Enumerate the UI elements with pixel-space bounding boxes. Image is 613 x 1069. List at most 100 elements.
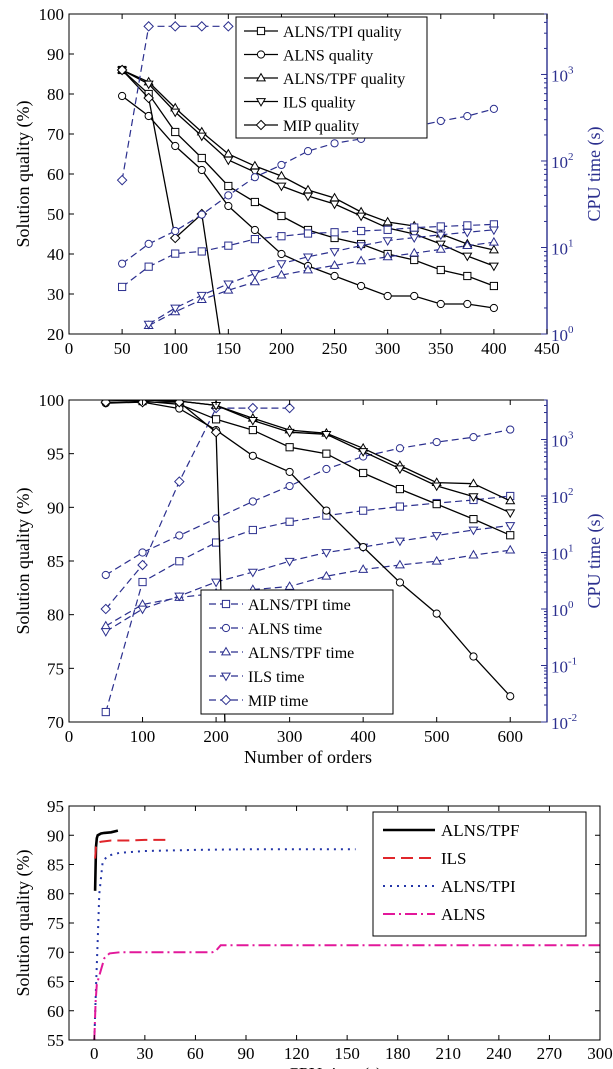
- x-tick-label: 60: [187, 1044, 204, 1063]
- data-point: [247, 417, 258, 426]
- x-tick-label: 270: [537, 1044, 563, 1063]
- data-point: [488, 262, 499, 272]
- legend-label: MIP time: [248, 693, 308, 710]
- chart-bottom: 0 30 60 90 120 150 180 210 240 270 300 55 60 65 70 75 80…: [13, 797, 613, 1069]
- x-tick-label: 0: [65, 339, 74, 358]
- data-point: [197, 165, 206, 175]
- series-line-1: [93, 829, 119, 891]
- y-axis-label: Solution quality (%): [13, 101, 34, 248]
- data-point: [506, 531, 515, 540]
- legend-label: MIP quality: [283, 118, 359, 135]
- x-tick-label: 240: [486, 1044, 512, 1063]
- data-point: [247, 568, 258, 578]
- y-tick-label: 90: [47, 498, 64, 517]
- data-point: [137, 559, 148, 571]
- y-tick-label: 60: [47, 165, 64, 184]
- chart-middle: 0 100 200 300 400 500 600 70 75 80 85 90 95 100 10-2 10…: [13, 391, 605, 767]
- y-tick-label: 30: [47, 285, 64, 304]
- data-point: [302, 192, 314, 202]
- series-line: [105, 495, 511, 713]
- data-point: [248, 425, 257, 435]
- x-tick-label: 0: [90, 1044, 99, 1063]
- data-point: [143, 21, 154, 32]
- data-point: [463, 271, 472, 281]
- x-tick-label: 0: [65, 727, 74, 746]
- data-point: [395, 484, 405, 494]
- data-point: [138, 548, 147, 557]
- series-line-4: [93, 944, 600, 1041]
- data-point: [409, 234, 420, 244]
- y-tick-label: 85: [47, 856, 64, 875]
- y2-tick-label: 103: [551, 429, 574, 450]
- data-point: [248, 525, 257, 535]
- legend-label: ILS time: [248, 669, 304, 686]
- data-point: [321, 570, 332, 580]
- data-point: [144, 239, 153, 249]
- y2-tick-label: 101: [551, 542, 574, 563]
- data-point: [118, 91, 127, 101]
- series-line: [105, 407, 290, 610]
- data-point: [277, 211, 286, 221]
- y2-tick-label: 102: [551, 486, 574, 507]
- data-point: [249, 276, 260, 286]
- y2-axis-label: CPU time (s): [584, 513, 605, 608]
- y-tick-label: 70: [47, 713, 64, 732]
- x-tick-label: 100: [162, 339, 188, 358]
- series-8: [100, 400, 516, 505]
- data-point: [410, 255, 419, 265]
- x-tick-label: 500: [424, 727, 450, 746]
- data-point: [169, 232, 181, 244]
- data-point: [277, 232, 286, 241]
- data-point: [435, 244, 446, 253]
- data-point: [284, 557, 295, 567]
- series-6: [118, 220, 498, 292]
- y-tick-label: 80: [47, 885, 64, 904]
- data-point: [505, 544, 516, 554]
- y2-tick-label: 103: [551, 64, 574, 85]
- y2-axis-label: CPU time (s): [584, 126, 605, 221]
- series-4: [117, 66, 499, 272]
- data-point: [330, 228, 339, 237]
- x-tick-label: 450: [534, 339, 560, 358]
- series-6: [101, 400, 515, 540]
- data-point: [171, 226, 180, 236]
- y2-tick-label: 100: [551, 599, 574, 620]
- series-9: [102, 400, 516, 519]
- data-point: [276, 170, 287, 180]
- legend-marker: [221, 623, 231, 633]
- data-point: [250, 197, 259, 207]
- data-point: [383, 225, 392, 234]
- y2-tick-label: 10-2: [551, 712, 577, 733]
- data-point: [224, 241, 233, 250]
- data-point: [436, 265, 445, 275]
- data-point: [488, 226, 499, 236]
- data-point: [249, 168, 260, 178]
- data-point: [394, 559, 405, 569]
- x-axis-label: CPU time (s): [287, 1064, 382, 1069]
- data-point: [463, 299, 472, 309]
- data-point: [174, 592, 185, 602]
- x-tick-label: 200: [203, 727, 229, 746]
- y-tick-label: 70: [47, 125, 64, 144]
- data-point: [321, 430, 332, 440]
- series-line: [105, 524, 511, 633]
- data-point: [303, 229, 313, 238]
- data-point: [505, 522, 516, 531]
- data-point: [101, 707, 110, 717]
- y2-tick-label: 10-1: [551, 655, 577, 676]
- data-point: [211, 578, 222, 588]
- data-point: [170, 304, 181, 314]
- y-tick-label: 80: [47, 85, 64, 104]
- data-point: [506, 692, 515, 701]
- data-point: [468, 526, 479, 536]
- series-10: [100, 400, 226, 722]
- legend: ALNS/TPI quality ALNS quality ALNS/TPF qua…: [235, 16, 428, 139]
- data-point: [137, 605, 148, 615]
- data-point: [357, 226, 366, 236]
- data-point: [247, 402, 259, 414]
- data-point: [116, 174, 128, 186]
- series-line: [105, 428, 511, 576]
- data-point: [383, 291, 392, 301]
- data-point: [330, 271, 339, 281]
- data-point: [394, 537, 405, 547]
